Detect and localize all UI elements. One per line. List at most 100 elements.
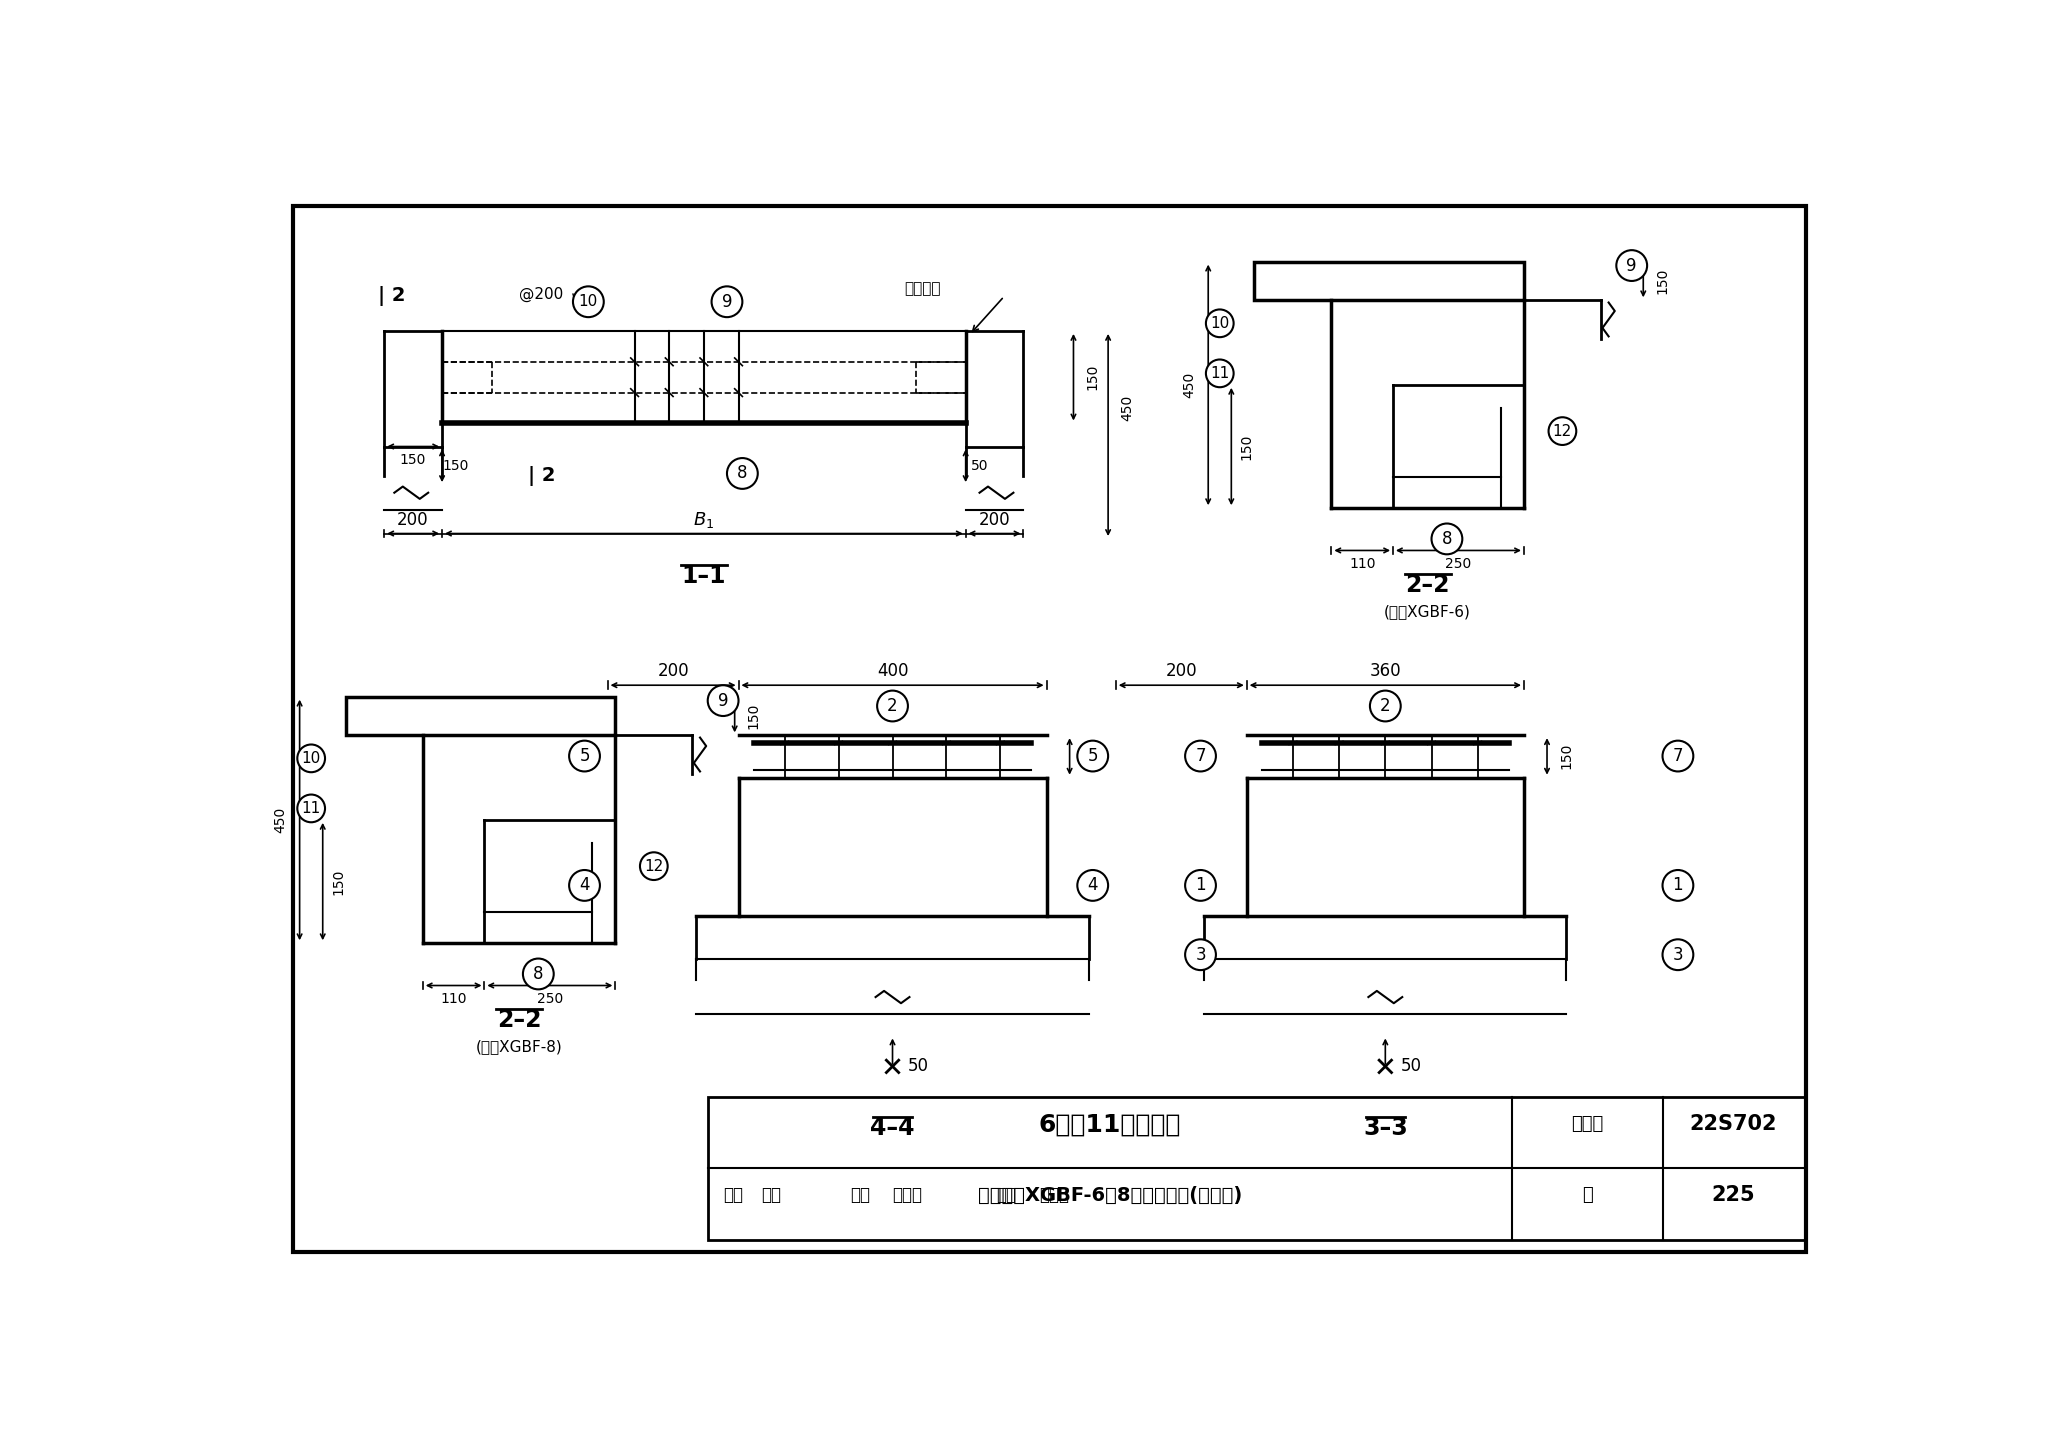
Text: 校对: 校对 <box>850 1186 870 1203</box>
Text: 页: 页 <box>1581 1186 1593 1203</box>
Circle shape <box>639 853 668 880</box>
Circle shape <box>1432 524 1462 554</box>
Text: 200: 200 <box>979 511 1010 528</box>
Text: 22S702: 22S702 <box>1690 1114 1778 1134</box>
Text: 200: 200 <box>397 511 428 528</box>
Text: 450: 450 <box>1120 395 1135 421</box>
Circle shape <box>297 795 326 823</box>
Text: 7: 7 <box>1196 747 1206 765</box>
Circle shape <box>1206 309 1233 338</box>
Circle shape <box>1548 417 1577 444</box>
Text: 10: 10 <box>1210 316 1229 330</box>
Text: 9: 9 <box>719 691 729 710</box>
Text: | 2: | 2 <box>528 466 555 486</box>
Text: 5: 5 <box>580 747 590 765</box>
Text: 洪财滨: 洪财滨 <box>893 1186 922 1203</box>
Text: 225: 225 <box>1712 1185 1755 1205</box>
Circle shape <box>877 691 907 722</box>
Circle shape <box>1616 250 1647 281</box>
Text: 150: 150 <box>1655 268 1669 294</box>
Text: 2: 2 <box>887 697 897 714</box>
Text: 150: 150 <box>332 869 346 895</box>
Circle shape <box>573 286 604 317</box>
Text: 150: 150 <box>1081 743 1096 769</box>
Text: 审核: 审核 <box>723 1186 743 1203</box>
Circle shape <box>1186 939 1217 970</box>
Text: 4–4: 4–4 <box>870 1115 915 1140</box>
Bar <box>346 697 614 736</box>
Text: 150: 150 <box>1085 364 1100 391</box>
Text: 7: 7 <box>1673 747 1683 765</box>
Text: 400: 400 <box>877 662 907 680</box>
Text: (用于XGBF-8): (用于XGBF-8) <box>475 1039 563 1055</box>
Text: (用于XGBF-6): (用于XGBF-6) <box>1384 605 1470 619</box>
Circle shape <box>1663 870 1694 900</box>
Text: | 2: | 2 <box>379 286 406 306</box>
Text: 360: 360 <box>1370 662 1401 680</box>
Text: 设计: 设计 <box>997 1186 1016 1203</box>
Circle shape <box>1206 359 1233 387</box>
Text: 1–1: 1–1 <box>682 564 727 587</box>
Circle shape <box>522 958 553 990</box>
Text: 200: 200 <box>1165 662 1198 680</box>
Circle shape <box>709 685 739 716</box>
Circle shape <box>1663 740 1694 772</box>
Text: 李海彬: 李海彬 <box>1038 1186 1069 1203</box>
Circle shape <box>297 745 326 772</box>
Text: 4: 4 <box>580 876 590 895</box>
Text: 池壁顶部: 池壁顶部 <box>903 281 940 296</box>
Text: 王军: 王军 <box>762 1186 782 1203</box>
Text: 50: 50 <box>1401 1058 1421 1075</box>
Text: 9: 9 <box>1626 257 1636 274</box>
Text: 450: 450 <box>272 807 287 833</box>
Circle shape <box>1077 870 1108 900</box>
Circle shape <box>1186 870 1217 900</box>
Text: 11: 11 <box>1210 367 1229 381</box>
Text: 250: 250 <box>1446 557 1473 571</box>
Text: $B_1$: $B_1$ <box>694 509 715 530</box>
Bar <box>709 1097 1804 1240</box>
Text: 50: 50 <box>971 459 989 473</box>
Circle shape <box>569 870 600 900</box>
Text: 8: 8 <box>737 465 748 482</box>
Text: 12: 12 <box>645 859 664 873</box>
Circle shape <box>569 740 600 772</box>
Text: 现浇盖板XGBF-6、8配筋剖面图(有覆土): 现浇盖板XGBF-6、8配筋剖面图(有覆土) <box>977 1186 1241 1205</box>
Text: 10: 10 <box>580 294 598 309</box>
Circle shape <box>727 457 758 489</box>
Text: 2–2: 2–2 <box>498 1009 541 1032</box>
Circle shape <box>1663 939 1694 970</box>
Text: 12: 12 <box>1552 424 1573 439</box>
Text: 50: 50 <box>907 1058 930 1075</box>
Circle shape <box>711 286 741 317</box>
Text: 2: 2 <box>1380 697 1391 714</box>
Circle shape <box>1370 691 1401 722</box>
Text: 3: 3 <box>1673 945 1683 964</box>
Text: 150: 150 <box>399 453 426 468</box>
Text: 图集号: 图集号 <box>1571 1115 1604 1133</box>
Text: 200: 200 <box>657 662 688 680</box>
Text: 110: 110 <box>440 993 467 1006</box>
Circle shape <box>1077 740 1108 772</box>
Text: 10: 10 <box>301 750 322 766</box>
Text: 150: 150 <box>1239 433 1253 460</box>
Text: 8: 8 <box>532 965 543 983</box>
Text: 8: 8 <box>1442 530 1452 548</box>
Text: 110: 110 <box>1350 557 1376 571</box>
Circle shape <box>1186 740 1217 772</box>
Text: 1: 1 <box>1673 876 1683 895</box>
Text: 150: 150 <box>442 459 469 473</box>
Text: 4: 4 <box>1087 876 1098 895</box>
Text: 150: 150 <box>1559 743 1573 769</box>
Text: 5: 5 <box>1087 747 1098 765</box>
Text: 150: 150 <box>748 703 762 729</box>
Text: 6号～11号化粪池: 6号～11号化粪池 <box>1038 1113 1182 1136</box>
Text: 11: 11 <box>301 801 322 815</box>
Text: @200: @200 <box>518 287 563 302</box>
Text: 450: 450 <box>1182 372 1196 398</box>
Text: 2–2: 2–2 <box>1405 573 1450 597</box>
Text: 1: 1 <box>1196 876 1206 895</box>
Text: 250: 250 <box>537 993 563 1006</box>
Text: 3: 3 <box>1196 945 1206 964</box>
Text: 9: 9 <box>721 293 733 310</box>
